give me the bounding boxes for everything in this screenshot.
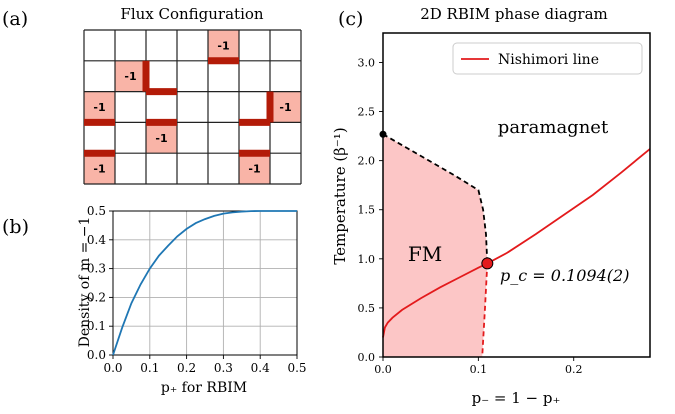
phase-ytick-label: 2.5 <box>358 106 376 119</box>
phase-ytick-label: 1.5 <box>358 204 376 217</box>
density-xtick-label: 0.2 <box>177 361 196 375</box>
density-ylabel: Density of m = −1 <box>77 217 93 348</box>
nishimori-line <box>382 148 651 338</box>
legend-box <box>452 42 643 75</box>
density-ytick-label: 0.4 <box>87 233 106 247</box>
density-ytick-label: 0.2 <box>87 290 106 304</box>
density-xtick-label: 0.0 <box>103 361 122 375</box>
flux-title: Flux Configuration <box>120 5 263 23</box>
flux-grid: -1 -1 -1 -1 -1 -1 -1 <box>83 29 302 185</box>
paramagnet-label: paramagnet <box>498 117 609 138</box>
density-curve <box>112 210 297 356</box>
critical-point <box>481 257 494 270</box>
flux-cell <box>270 91 301 123</box>
flux-cell-label: -1 <box>93 101 105 114</box>
fm-label: FM <box>408 242 442 266</box>
phase-xtick-label: 0.2 <box>565 363 583 376</box>
fm-region <box>383 134 488 357</box>
density-xtick-label: 0.4 <box>251 361 270 375</box>
flux-cell-label: -1 <box>155 132 167 145</box>
density-axes-frame <box>112 210 298 356</box>
panel-label-a: (a) <box>2 8 28 30</box>
density-xtick-label: 0.3 <box>214 361 233 375</box>
density-ytick-label: 0.5 <box>87 204 106 218</box>
panel-label-c: (c) <box>338 8 363 30</box>
phase-title: 2D RBIM phase diagram <box>420 5 608 23</box>
critical-point-annotation: p_c = 0.1094(2) <box>500 266 629 285</box>
flux-cell <box>208 30 239 61</box>
phase-boundary-upper <box>382 133 489 264</box>
phase-xtick-label: 0.0 <box>374 363 392 376</box>
flux-cell <box>146 122 177 154</box>
phase-ytick-label: 1.0 <box>358 253 376 266</box>
phase-xlabel: p₋ = 1 − p₊ <box>472 389 561 407</box>
phase-ylabel: Temperature (β⁻¹) <box>331 127 349 264</box>
flux-cell <box>84 91 115 123</box>
flux-cell <box>84 153 115 184</box>
flux-cell-label: -1 <box>93 163 105 176</box>
density-xtick-label: 0.5 <box>287 361 306 375</box>
flux-cell-label: -1 <box>279 101 291 114</box>
density-xtick-label: 0.1 <box>140 361 159 375</box>
flux-cell-label: -1 <box>217 39 229 52</box>
density-xlabel: p₊ for RBIM <box>161 380 247 396</box>
flux-cell-label: -1 <box>248 163 260 176</box>
phase-ytick-label: 2.0 <box>358 155 376 168</box>
flux-cell-label: -1 <box>124 70 136 83</box>
phase-ytick-label: 3.0 <box>358 56 376 69</box>
panel-label-b: (b) <box>2 216 29 238</box>
phase-ytick-label: 0.5 <box>358 302 376 315</box>
phase-axes-frame <box>382 32 651 358</box>
density-ytick-label: 0.0 <box>87 348 106 362</box>
phase-boundary-lower <box>481 263 489 358</box>
legend-label-nishimori: Nishimori line <box>498 52 599 68</box>
phase-plot: 0.0 0.1 0.2 0.0 0.5 1.0 1.5 2.0 2.5 3.0 FM paramagn… <box>358 32 651 376</box>
flux-cell <box>115 60 146 92</box>
phase-xtick-label: 0.1 <box>470 363 488 376</box>
phase-ytick-label: 0.0 <box>358 351 376 364</box>
density-ytick-label: 0.3 <box>87 262 106 276</box>
density-ytick-label: 0.1 <box>87 319 106 333</box>
density-plot: 0.0 0.1 0.2 0.3 0.4 0.5 0.0 0.1 0.2 0.3 0.4 0.5 <box>87 204 307 375</box>
flux-cell <box>239 153 270 184</box>
